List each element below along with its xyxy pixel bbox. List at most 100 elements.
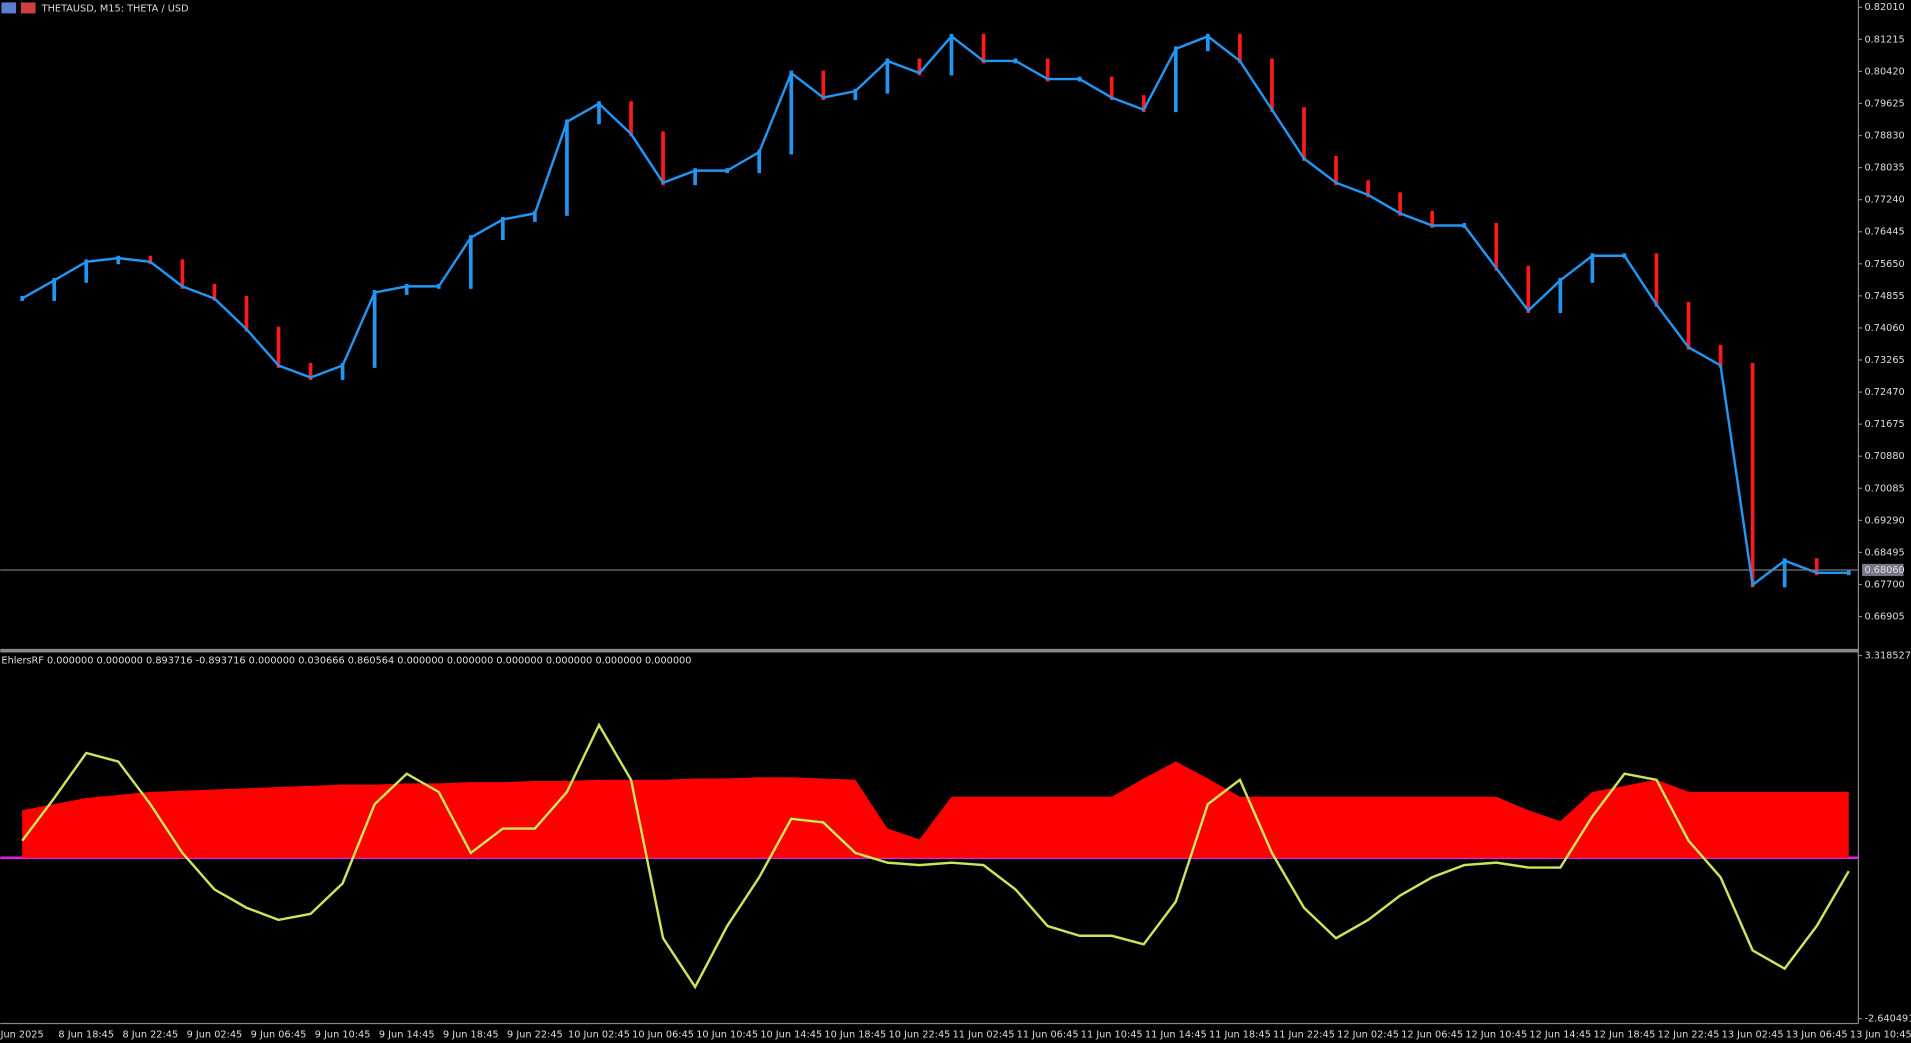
y-tick-label: 0.82010 bbox=[1864, 2, 1904, 13]
y-tick-label: 0.69290 bbox=[1864, 515, 1904, 526]
price-bar bbox=[372, 290, 377, 368]
price-bar bbox=[501, 216, 505, 241]
price-bar bbox=[468, 235, 473, 289]
price-bar bbox=[1718, 344, 1723, 368]
x-tick-label: 11 Jun 18:45 bbox=[1209, 1029, 1271, 1040]
y-tick-label: 0.75650 bbox=[1864, 259, 1904, 270]
price-bar bbox=[1045, 58, 1050, 82]
price-bar bbox=[84, 259, 89, 283]
chart-icon[interactable] bbox=[20, 2, 36, 14]
y-tick-label: 0.78830 bbox=[1864, 131, 1904, 142]
chart-title: THETAUSD, M15: THETA / USD bbox=[41, 4, 189, 15]
x-tick-label: 10 Jun 06:45 bbox=[632, 1029, 694, 1040]
price-bar bbox=[1494, 223, 1499, 271]
price-bar bbox=[693, 168, 697, 186]
price-bar bbox=[1206, 33, 1210, 52]
x-tick-label: 10 Jun 10:45 bbox=[696, 1029, 758, 1040]
price-bar bbox=[1526, 265, 1531, 314]
price-bar bbox=[1782, 558, 1787, 588]
x-tick-label: 10 Jun 02:45 bbox=[568, 1029, 630, 1040]
price-bar bbox=[917, 58, 922, 76]
price-bar bbox=[1750, 363, 1755, 588]
y-tick-label: 0.80420 bbox=[1864, 66, 1904, 77]
price-bar bbox=[180, 259, 185, 289]
y-tick-label: 0.81215 bbox=[1864, 34, 1904, 45]
x-tick-label: 11 Jun 06:45 bbox=[1017, 1029, 1079, 1040]
series-line bbox=[21, 34, 1849, 588]
price-bar bbox=[116, 255, 121, 265]
y-tick-label: 0.71675 bbox=[1864, 419, 1904, 430]
y-tick-label: 0.68495 bbox=[1864, 547, 1904, 558]
indicator-title: EhlersRF 0.000000 0.000000 0.893716 -0.8… bbox=[1, 655, 691, 666]
x-tick-label: 9 Jun 18:45 bbox=[443, 1029, 499, 1040]
x-tick-label: 12 Jun 06:45 bbox=[1401, 1029, 1463, 1040]
x-tick-label: 12 Jun 14:45 bbox=[1529, 1029, 1591, 1040]
y-tick-label: 0.66905 bbox=[1864, 612, 1904, 623]
price-bar bbox=[212, 283, 217, 301]
x-tick-label: 12 Jun 02:45 bbox=[1337, 1029, 1399, 1040]
price-bar bbox=[533, 210, 537, 222]
x-tick-label: 12 Jun 18:45 bbox=[1594, 1029, 1656, 1040]
price-bar bbox=[1141, 95, 1146, 113]
price-bar bbox=[148, 255, 153, 265]
price-bar bbox=[1334, 156, 1338, 186]
y-tick-label: 0.74060 bbox=[1864, 323, 1904, 334]
price-bar bbox=[853, 88, 858, 101]
price-bar bbox=[1814, 558, 1819, 576]
y-tick-label: 0.79625 bbox=[1864, 98, 1904, 109]
price-bar bbox=[1558, 277, 1563, 314]
x-tick-label: 12 Jun 22:45 bbox=[1658, 1029, 1720, 1040]
price-bar bbox=[821, 70, 826, 101]
price-bar bbox=[1238, 33, 1242, 64]
x-tick-label: 11 Jun 10:45 bbox=[1081, 1029, 1143, 1040]
y-tick-label: 0.70085 bbox=[1864, 483, 1904, 494]
price-bar bbox=[1173, 46, 1178, 113]
x-tick-label: 9 Jun 06:45 bbox=[251, 1029, 307, 1040]
price-bar bbox=[276, 326, 281, 368]
price-bar bbox=[757, 149, 762, 174]
series-line bbox=[21, 722, 1850, 990]
x-tick-label: 12 Jun 10:45 bbox=[1465, 1029, 1527, 1040]
y-tick-label: 0.72470 bbox=[1864, 387, 1904, 398]
y-tick-label: 0.74855 bbox=[1864, 291, 1904, 302]
x-tick-label: 11 Jun 14:45 bbox=[1145, 1029, 1207, 1040]
price-bar bbox=[661, 131, 665, 186]
price-bar bbox=[340, 363, 345, 380]
price-bar bbox=[1366, 180, 1370, 198]
price-bar bbox=[629, 101, 633, 137]
x-tick-label: 10 Jun 14:45 bbox=[760, 1029, 822, 1040]
x-tick-label: 9 Jun 22:45 bbox=[507, 1029, 563, 1040]
y-tick-label: 3.318527 bbox=[1864, 651, 1910, 662]
y-tick-label: 0.70880 bbox=[1864, 451, 1904, 462]
y-tick-label: 0.78035 bbox=[1864, 163, 1904, 174]
x-tick-label: 10 Jun 18:45 bbox=[824, 1029, 886, 1040]
price-bar bbox=[1430, 210, 1434, 228]
y-tick-label: 0.73265 bbox=[1864, 355, 1904, 366]
x-tick-label: 8 Jun 22:45 bbox=[123, 1029, 179, 1040]
area bbox=[22, 761, 1849, 858]
price-bar bbox=[981, 33, 986, 64]
x-tick-label: Jun 2025 bbox=[0, 1029, 44, 1040]
x-tick-label: 8 Jun 18:45 bbox=[58, 1029, 114, 1040]
price-bar bbox=[885, 58, 890, 94]
price-bar bbox=[308, 363, 313, 380]
x-tick-label: 9 Jun 14:45 bbox=[379, 1029, 435, 1040]
price-bar bbox=[1270, 58, 1274, 113]
menu-icon[interactable] bbox=[1, 2, 17, 14]
x-tick-label: 13 Jun 10:45 bbox=[1850, 1029, 1911, 1040]
price-bar bbox=[565, 119, 569, 216]
price-bar bbox=[244, 296, 249, 332]
price-bar bbox=[52, 277, 57, 301]
price-bar bbox=[1109, 76, 1114, 101]
x-tick-label: 10 Jun 22:45 bbox=[889, 1029, 951, 1040]
x-tick-label: 11 Jun 02:45 bbox=[953, 1029, 1015, 1040]
price-bar bbox=[949, 33, 954, 76]
price-bar bbox=[597, 101, 601, 125]
x-tick-label: 9 Jun 10:45 bbox=[315, 1029, 371, 1040]
x-tick-label: 13 Jun 06:45 bbox=[1786, 1029, 1848, 1040]
price-bar bbox=[1590, 253, 1595, 283]
price-bar bbox=[404, 283, 409, 295]
last-price-box bbox=[1862, 563, 1904, 577]
